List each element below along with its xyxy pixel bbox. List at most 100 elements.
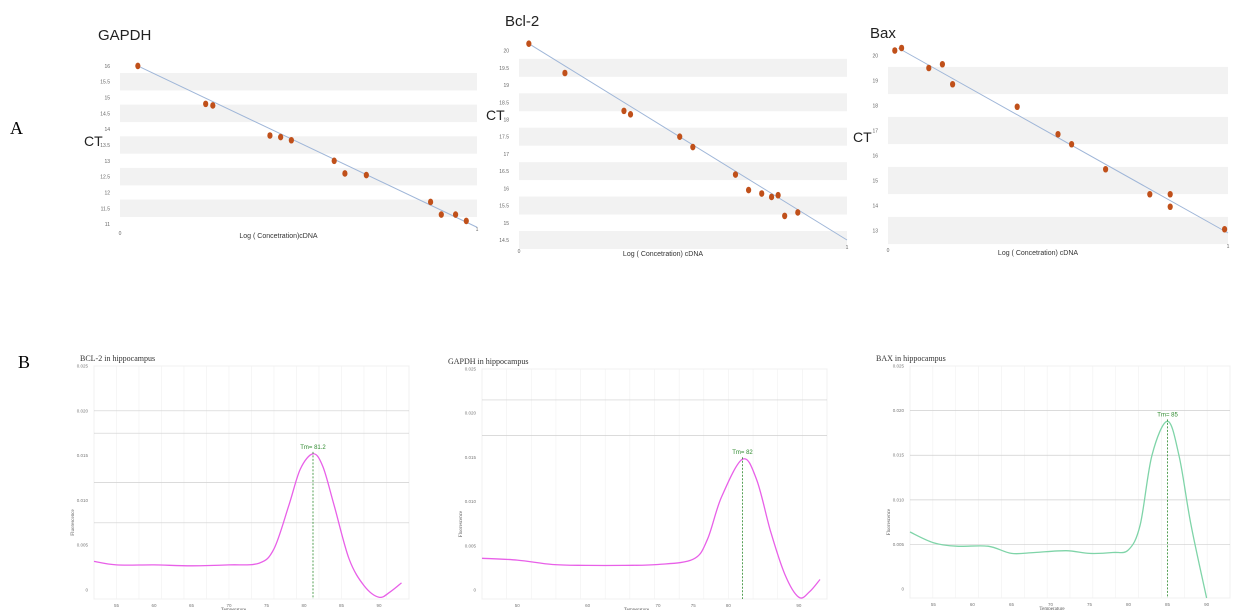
x-tick-label: 1 bbox=[476, 227, 479, 233]
bcl2-standard-curve-svg: 20 19.5 19 18.5 18 17.5 17 16.5 16 15.5 15 14.5 0 1 Bc… bbox=[486, 13, 849, 258]
bcl2-melt-curve: 0.025 0.020 0.015 0.010 0.005 0 55 60 65 70 75 80 85… bbox=[71, 352, 417, 610]
y-tick-label: 13 bbox=[872, 229, 878, 235]
grid-band bbox=[888, 66, 1228, 95]
data-point bbox=[463, 217, 469, 225]
x-tick-label: 65 bbox=[189, 603, 195, 608]
y-tick-label: 0 bbox=[473, 588, 476, 593]
gapdh-standard-curve-svg: 16 15.5 15 14.5 14 13.5 13 12.5 12 11.5 11 0 1 GAPDH C… bbox=[84, 27, 479, 240]
grid-band bbox=[120, 73, 477, 91]
melt-curve bbox=[481, 458, 821, 599]
y-tick-label: 12.5 bbox=[100, 175, 110, 181]
data-point bbox=[627, 111, 634, 118]
data-point bbox=[775, 191, 781, 199]
y-tick-label: 0 bbox=[85, 588, 88, 593]
y-tick-label: 0.015 bbox=[465, 455, 477, 460]
x-tick-label: 50 bbox=[515, 603, 521, 608]
data-point bbox=[203, 100, 209, 108]
data-point bbox=[899, 44, 905, 52]
data-point bbox=[926, 64, 932, 72]
x-axis-label: Temperature bbox=[624, 608, 650, 610]
trend-line bbox=[528, 43, 848, 241]
peak-label: Tm= 82 bbox=[732, 450, 753, 456]
data-point bbox=[210, 102, 216, 109]
y-tick-label: 19.5 bbox=[499, 66, 509, 72]
data-point bbox=[768, 193, 775, 201]
data-point bbox=[438, 211, 444, 218]
y-tick-label: 17 bbox=[872, 129, 878, 135]
chart-title: GAPDH in hippocampus bbox=[448, 357, 528, 366]
data-point bbox=[621, 107, 627, 115]
y-tick-label: 18 bbox=[872, 104, 878, 110]
y-tick-label: 0.020 bbox=[893, 408, 905, 413]
data-point bbox=[950, 80, 956, 88]
x-tick-label: 60 bbox=[970, 602, 976, 607]
y-tick-label: 0.025 bbox=[465, 367, 477, 372]
peak-label: Tm= 81.2 bbox=[300, 445, 326, 451]
bax-melt-curve-svg: 0.025 0.020 0.015 0.010 0.005 0 55 60 65 70 75 80 85… bbox=[876, 354, 1231, 610]
y-tick-label: 16 bbox=[104, 64, 110, 70]
y-tick-label: 13.5 bbox=[100, 143, 110, 149]
data-point bbox=[1103, 165, 1109, 173]
y-tick-label: 12 bbox=[104, 190, 110, 196]
y-axis-label: Fluorescence bbox=[887, 508, 892, 535]
chart-title: BCL-2 in hippocampus bbox=[80, 354, 155, 363]
y-tick-label: 17.5 bbox=[499, 135, 509, 141]
x-tick-label: 90 bbox=[796, 603, 802, 608]
x-tick-label: 75 bbox=[264, 603, 270, 608]
x-tick-label: 55 bbox=[931, 602, 937, 607]
y-tick-label: 11.5 bbox=[101, 206, 111, 212]
melt-curve bbox=[93, 453, 402, 599]
gapdh-melt-curve: 0.025 0.020 0.015 0.010 0.005 0 50 60 70 75 80 90 Tm… bbox=[440, 355, 835, 610]
data-point bbox=[267, 132, 273, 139]
data-point bbox=[1167, 203, 1173, 211]
data-point bbox=[1147, 190, 1153, 198]
data-point bbox=[732, 171, 739, 178]
y-tick-label: 20 bbox=[503, 49, 509, 55]
x-axis-label: Temperature bbox=[1039, 607, 1065, 610]
y-tick-label: 19 bbox=[872, 79, 878, 85]
y-tick-label: 14 bbox=[872, 204, 878, 210]
y-tick-label: 16.5 bbox=[499, 169, 509, 175]
chart-title: Bcl-2 bbox=[505, 13, 539, 30]
x-tick-label: 0 bbox=[518, 249, 521, 255]
y-tick-label: 0.005 bbox=[77, 543, 89, 548]
grid-band bbox=[519, 58, 847, 77]
data-point bbox=[427, 198, 434, 206]
y-tick-label: 19 bbox=[503, 83, 509, 89]
y-tick-label: 18.5 bbox=[499, 100, 509, 106]
y-tick-label: 15 bbox=[503, 221, 509, 227]
peak-label: Tm= 85 bbox=[1157, 412, 1178, 418]
grid-band bbox=[120, 167, 477, 186]
y-tick-label: 13 bbox=[104, 159, 110, 165]
x-tick-label: 80 bbox=[301, 603, 307, 608]
y-tick-label: 0.015 bbox=[893, 453, 905, 458]
x-tick-label: 70 bbox=[1048, 602, 1054, 607]
y-tick-label: 0.010 bbox=[465, 499, 477, 504]
x-tick-label: 70 bbox=[226, 603, 232, 608]
y-tick-label: 18 bbox=[503, 117, 509, 123]
grid-band bbox=[519, 127, 847, 146]
x-axis-label: Log ( Concetration) cDNA bbox=[998, 250, 1078, 257]
grid-band bbox=[519, 162, 847, 181]
y-tick-label: 0.020 bbox=[77, 408, 89, 413]
y-tick-label: 0.010 bbox=[77, 498, 89, 503]
grid-band bbox=[519, 196, 847, 215]
bax-standard-curve-svg: 20 19 18 17 16 15 14 13 0 1 Bax CT Log ( Concetratio… bbox=[853, 25, 1230, 257]
y-tick-label: 15.5 bbox=[499, 204, 509, 210]
y-tick-label: 15 bbox=[872, 179, 878, 185]
melt-curve bbox=[909, 420, 1208, 599]
y-tick-label: 15.5 bbox=[100, 80, 110, 86]
data-point bbox=[135, 62, 141, 70]
y-axis-label: CT bbox=[84, 133, 103, 149]
grid-band bbox=[888, 116, 1228, 145]
gapdh-standard-curve: 16 15.5 15 14.5 14 13.5 13 12.5 12 11.5 11 0 1 GAPDH C… bbox=[80, 22, 500, 247]
data-point bbox=[331, 157, 337, 165]
x-tick-label: 55 bbox=[114, 603, 120, 608]
gapdh-melt-curve-svg: 0.025 0.020 0.015 0.010 0.005 0 50 60 70 75 80 90 Tm… bbox=[448, 357, 828, 610]
data-point bbox=[1222, 225, 1228, 233]
data-point bbox=[939, 60, 945, 68]
y-axis-label: Fluorescence bbox=[71, 509, 76, 536]
data-point bbox=[759, 190, 765, 197]
x-axis-label: Log ( Concetration)cDNA bbox=[239, 233, 318, 240]
chart-title: GAPDH bbox=[98, 27, 151, 44]
